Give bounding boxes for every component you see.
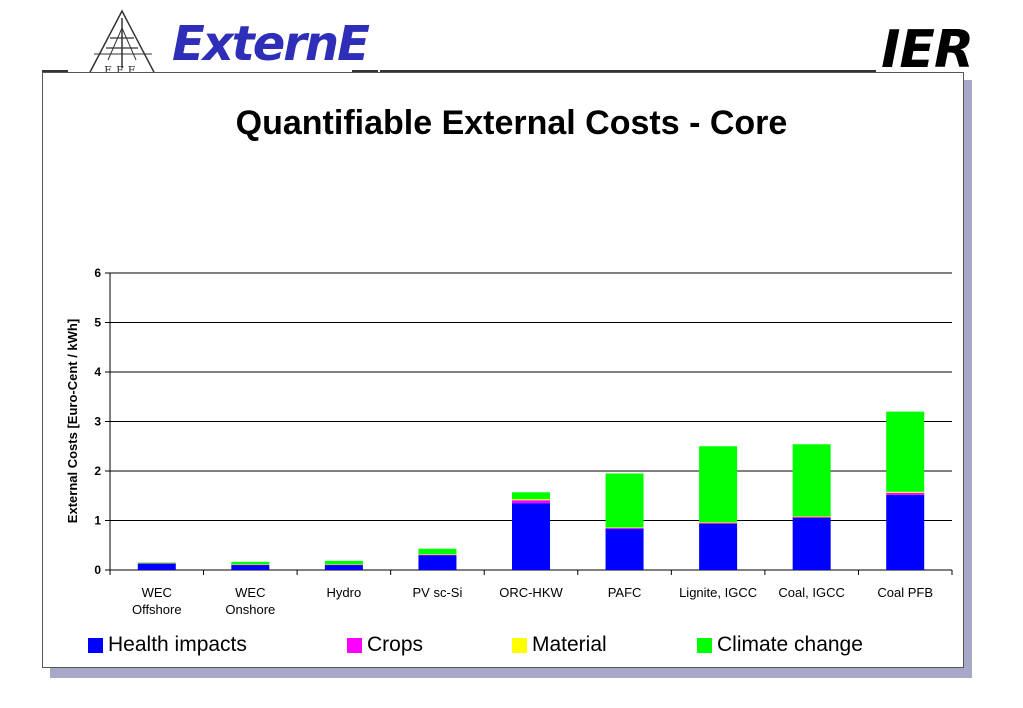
- header-divider-left: [42, 70, 68, 72]
- bar-segment-climate-change: [418, 548, 457, 555]
- x-category-label: WEC: [235, 585, 265, 600]
- x-category-label: Coal PFB: [877, 585, 933, 600]
- bar-segment-climate-change: [324, 560, 363, 565]
- ier-brand: IER: [881, 20, 974, 80]
- bar-segment-material: [324, 564, 363, 565]
- x-category-label: Offshore: [132, 602, 182, 617]
- bar-segment-crops: [792, 517, 831, 519]
- bars-layer: [137, 411, 925, 570]
- legend-label: Material: [532, 633, 607, 656]
- legend-swatch: [347, 637, 362, 653]
- bar-segment-health-impacts: [512, 503, 550, 570]
- legend-item-material: Material: [512, 632, 607, 658]
- x-category-label: PV sc-Si: [413, 585, 463, 600]
- slide-title: Quantifiable External Costs - Core: [235, 104, 788, 142]
- bar-segment-material: [512, 499, 550, 501]
- externe-logo-icon: EFE: [86, 9, 158, 77]
- legend-item-climate-change: Climate change: [697, 632, 863, 658]
- legend-swatch: [512, 637, 527, 653]
- x-category-label: Lignite, IGCC: [679, 585, 757, 600]
- bar-segment-climate-change: [605, 473, 644, 528]
- y-tick-label: 0: [94, 563, 101, 577]
- y-axis-label: External Costs [Euro-Cent / kWh]: [65, 319, 80, 523]
- bar-segment-climate-change: [231, 561, 270, 565]
- chart-legend: Health impacts Crops Material Climate chang…: [0, 632, 1023, 658]
- legend-swatch: [88, 637, 103, 653]
- bar-segment-health-impacts: [886, 494, 925, 570]
- bar-segment-health-impacts: [605, 528, 644, 570]
- bar-segment-material: [605, 527, 644, 528]
- bar-segment-crops: [699, 522, 738, 524]
- externe-brand: ExternE: [172, 16, 370, 72]
- bar-segment-material: [699, 522, 738, 523]
- bar-segment-health-impacts: [699, 523, 738, 570]
- bar-segment-crops: [886, 492, 925, 495]
- legend-label: Health impacts: [108, 633, 247, 656]
- legend-label: Crops: [367, 633, 424, 656]
- bar-segment-health-impacts: [792, 518, 831, 570]
- x-category-label: ORC-HKW: [499, 585, 563, 600]
- header-divider-mid: [352, 70, 378, 72]
- bar-segment-climate-change: [699, 446, 738, 523]
- bar-segment-health-impacts: [418, 555, 457, 570]
- bar-segment-material: [792, 516, 831, 518]
- bar-segment-material: [886, 491, 925, 493]
- labels-layer: 0 1 2 3 4 5 6 WEC Offshore WEC Onshore Hydro PV sc-S…: [94, 266, 933, 617]
- x-category-label: Hydro: [327, 585, 362, 600]
- x-category-label: Coal, IGCC: [778, 585, 844, 600]
- bar-segment-material: [231, 564, 270, 565]
- bar-segment-health-impacts: [324, 565, 363, 570]
- x-category-label: Onshore: [225, 602, 275, 617]
- bar-segment-health-impacts: [137, 563, 176, 570]
- bar-segment-crops: [512, 500, 550, 504]
- legend-item-health-impacts: Health impacts: [88, 632, 247, 658]
- bar-segment-climate-change: [512, 492, 550, 500]
- y-tick-label: 5: [94, 316, 101, 330]
- bar-segment-crops: [418, 554, 457, 556]
- bar-segment-climate-change: [886, 411, 925, 492]
- bar-segment-crops: [605, 527, 644, 529]
- bar-segment-health-impacts: [231, 565, 270, 570]
- x-category-label: WEC: [142, 585, 172, 600]
- bar-segment-climate-change: [137, 562, 176, 564]
- x-category-label: PAFC: [608, 585, 642, 600]
- y-tick-label: 2: [94, 464, 101, 478]
- header-divider-right: [380, 70, 876, 72]
- y-tick-label: 3: [94, 415, 101, 429]
- bar-segment-climate-change: [792, 444, 831, 517]
- bar-segment-material: [418, 554, 457, 555]
- legend-label: Climate change: [717, 633, 863, 656]
- y-tick-label: 1: [94, 514, 101, 528]
- legend-swatch: [697, 637, 712, 653]
- legend-item-crops: Crops: [347, 632, 423, 658]
- y-tick-label: 6: [94, 266, 101, 280]
- y-tick-label: 4: [94, 365, 101, 379]
